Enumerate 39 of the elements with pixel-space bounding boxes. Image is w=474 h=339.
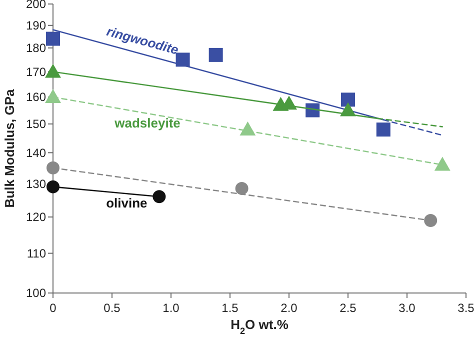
x-tick-label: 1.0 <box>162 301 180 315</box>
point <box>341 92 355 107</box>
point <box>46 180 60 194</box>
y-tick-label: 200 <box>26 0 46 12</box>
x-tick-label: 3.0 <box>398 301 416 315</box>
point <box>208 48 223 62</box>
point <box>46 161 60 174</box>
y-tick-label: 180 <box>26 41 46 56</box>
point <box>424 214 438 227</box>
point <box>46 32 60 46</box>
x-tick-label: 1.5 <box>222 301 239 315</box>
point <box>235 182 248 195</box>
x-tick-label: 2.5 <box>340 301 357 315</box>
y-tick-label: 190 <box>26 18 46 33</box>
x-tick-label: 0 <box>50 301 57 315</box>
y-tick-label: 150 <box>26 117 46 132</box>
x-tick-label: 0.5 <box>104 301 121 315</box>
point <box>176 52 190 67</box>
y-tick-label: 120 <box>26 210 46 224</box>
y-axis-title: Bulk Modulus, GPa <box>2 88 17 208</box>
point <box>45 64 61 78</box>
point <box>376 122 390 137</box>
point <box>340 102 356 116</box>
y-tick-label: 140 <box>26 146 46 160</box>
series-label: wadsleyite <box>114 116 180 131</box>
y-tick-label: 130 <box>26 176 46 191</box>
x-tick-label: 2.0 <box>280 301 298 315</box>
x-axis-title: H$_{2}$O wt.% <box>230 317 289 336</box>
point <box>306 103 320 118</box>
series-label: olivine <box>106 196 148 211</box>
point <box>45 89 61 104</box>
y-tick-label: 110 <box>26 246 46 260</box>
point <box>434 156 450 171</box>
point <box>240 122 256 136</box>
x-tick-label: 3.5 <box>458 301 474 315</box>
point <box>152 190 166 204</box>
y-tick-label: 100 <box>26 286 46 300</box>
y-tick-label: 160 <box>26 90 46 104</box>
y-tick-label: 170 <box>26 64 46 79</box>
